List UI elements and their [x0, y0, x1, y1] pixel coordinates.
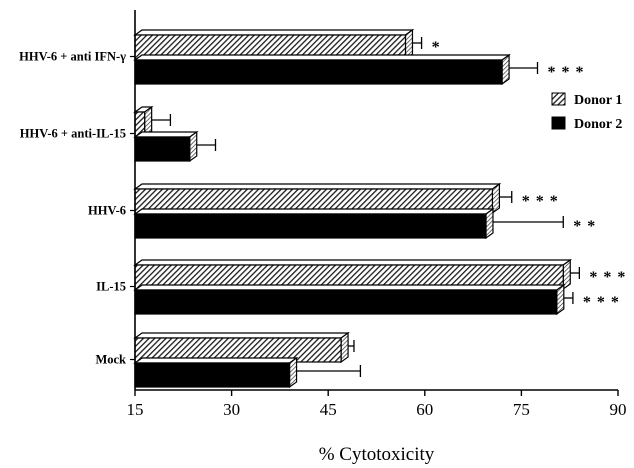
- x-tick-label: 45: [320, 400, 337, 419]
- x-tick-label: 60: [416, 400, 433, 419]
- category-label: HHV-6 + anti-IL-15: [20, 127, 126, 141]
- significance-label: * *: [573, 218, 596, 235]
- x-tick-label: 90: [610, 400, 627, 419]
- significance-label: * * *: [589, 269, 626, 286]
- significance-label: * * *: [583, 294, 620, 311]
- significance-label: *: [432, 39, 441, 56]
- x-axis-title: % Cytotoxicity: [319, 444, 435, 465]
- bar-side-face: [340, 331, 349, 364]
- significance-label: * * *: [522, 193, 559, 210]
- legend-label: Donor 1: [574, 93, 622, 108]
- legend-label: Donor 2: [574, 117, 622, 132]
- bar: [134, 362, 291, 388]
- bar-side-face: [556, 283, 565, 316]
- bar-top-face: [133, 332, 350, 339]
- bar-top-face: [133, 183, 502, 190]
- bar-top-face: [133, 29, 415, 36]
- bar: [134, 136, 191, 162]
- bar-group: * *: [133, 207, 596, 240]
- category-label: HHV-6: [88, 204, 126, 218]
- bar-top-face: [133, 131, 199, 138]
- bar: [134, 59, 503, 85]
- bar-top-face: [133, 54, 511, 61]
- bar-side-face: [189, 130, 198, 163]
- legend-swatch: [551, 116, 566, 130]
- bar-group: * * *: [133, 53, 585, 86]
- bar-side-face: [288, 356, 298, 389]
- category-label: Mock: [95, 353, 126, 367]
- bar: [134, 289, 558, 315]
- bar-group: [133, 356, 362, 389]
- x-tick-label: 75: [513, 400, 530, 419]
- category-label: IL-15: [96, 280, 126, 294]
- bar-top-face: [133, 284, 566, 291]
- bar-group: * * *: [133, 283, 620, 316]
- bar-side-face: [485, 207, 494, 240]
- bar-group: [133, 130, 217, 163]
- bar-top-face: [133, 208, 495, 215]
- significance-label: * * *: [548, 64, 585, 81]
- bar-top-face: [133, 259, 573, 266]
- category-label: HHV-6 + anti IFN-γ: [19, 50, 126, 64]
- x-tick-label: 15: [127, 400, 144, 419]
- bar: [134, 213, 487, 239]
- x-tick-label: 30: [223, 400, 240, 419]
- legend-swatch: [551, 92, 566, 106]
- bar-top-face: [133, 357, 299, 364]
- bar-side-face: [501, 53, 510, 86]
